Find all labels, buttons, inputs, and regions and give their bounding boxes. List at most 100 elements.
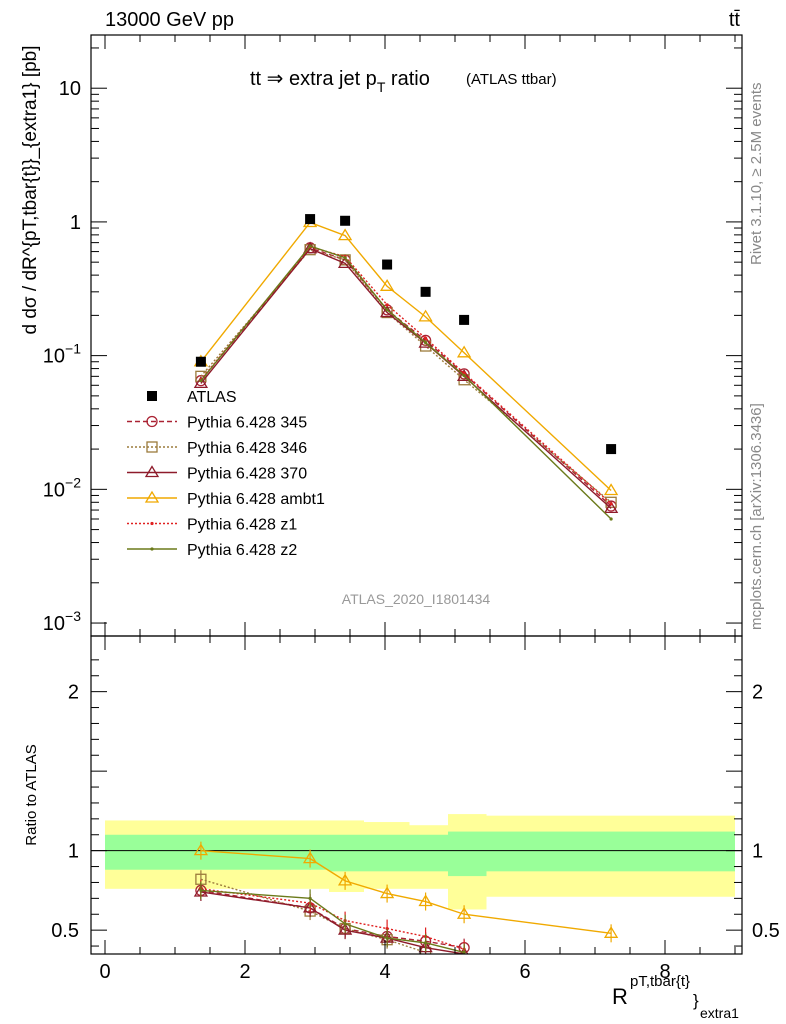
series-marker	[603, 483, 619, 496]
legend-label: ATLAS	[187, 389, 237, 406]
y-tick-label: 10−1	[43, 341, 81, 368]
ratio-marker	[456, 906, 472, 919]
ratio-uncertainty-bands	[105, 814, 735, 910]
ratio-marker	[199, 888, 203, 893]
series-marker	[193, 376, 209, 389]
ratio-marker	[193, 843, 209, 856]
y-tick-label: 10−3	[43, 608, 81, 635]
ratio-marker	[337, 922, 353, 935]
ratio-line	[200, 889, 465, 949]
ratio-pythia-6-428-370	[193, 882, 469, 954]
ratio-marker	[385, 936, 389, 940]
axes-layer: 0 2 4 6 8 10−3 10−2 10−1 1 10 0.5 0.5 1 1 2 2	[43, 35, 780, 983]
x-tick-label: 8	[659, 961, 670, 983]
series-marker	[339, 254, 351, 266]
series-marker	[308, 244, 312, 248]
band-green-segment	[105, 834, 291, 870]
legend-item: Pythia 6.428 z2	[127, 542, 297, 559]
ratio-axis-label: Ratio to ATLAS	[23, 744, 40, 845]
legend-label: Pythia 6.428 345	[187, 415, 307, 432]
atlas-data-point	[305, 214, 316, 225]
legend-marker	[144, 490, 160, 503]
legend-item: ATLAS	[147, 389, 237, 406]
ratio-series-layer	[193, 841, 619, 954]
rivet-version-label: Rivet 3.1.10, ≥ 2.5M events	[748, 83, 765, 266]
legend-label: Pythia 6.428 z1	[187, 517, 297, 534]
series-marker	[456, 345, 472, 358]
series-marker	[609, 502, 613, 506]
x-axis-label-sub: extra1	[700, 1005, 739, 1021]
series-marker	[385, 303, 389, 307]
ratio-y-tick-label: 0.5	[51, 920, 79, 942]
ratio-marker	[343, 922, 347, 926]
ratio-y-tick-label: 2	[68, 682, 79, 704]
ratio-marker	[308, 896, 312, 900]
series-marker	[603, 501, 619, 514]
atlas-data-point	[340, 215, 351, 226]
x-tick-label: 2	[239, 961, 250, 983]
main-title-suffix: ratio	[385, 68, 429, 90]
band-green-segment	[448, 831, 487, 877]
legend-item: Pythia 6.428 ambt1	[127, 490, 325, 508]
legend: ATLAS Pythia 6.428 345 Pythia 6.428 346 Pyt…	[127, 389, 325, 559]
y-tick-label: 1	[70, 212, 81, 234]
ratio-y-tick-label-right: 1	[752, 841, 763, 863]
main-title-small: (ATLAS ttbar)	[466, 71, 557, 88]
legend-label: Pythia 6.428 346	[187, 440, 307, 457]
x-tick-label: 6	[519, 961, 530, 983]
ratio-marker	[462, 950, 466, 954]
ratio-plot-frame	[90, 635, 743, 955]
y-tick-label: 10	[59, 78, 81, 100]
series-marker	[609, 517, 613, 521]
series-marker	[385, 308, 389, 312]
ratio-marker	[459, 946, 469, 954]
legend-item: Pythia 6.428 z1	[127, 517, 297, 534]
main-title-text: tt ⇒ extra jet pT ratio	[250, 68, 430, 95]
y-axis-label: d dσ / dR^{pT,tbar{t}}_{extra1} [pb]	[20, 46, 41, 335]
main-series-layer	[193, 214, 619, 521]
ratio-marker	[424, 941, 428, 945]
x-tick-label: 4	[379, 961, 390, 983]
legend-marker	[146, 415, 158, 428]
band-green-segment	[409, 834, 448, 872]
ratio-y-tick-label-right: 2	[752, 682, 763, 704]
series-marker	[605, 496, 617, 508]
atlas-data-points	[195, 214, 617, 455]
ratio-y-tick-label: 1	[68, 841, 79, 863]
ratio-marker	[418, 894, 433, 907]
legend-marker	[147, 391, 157, 401]
ratio-marker	[302, 851, 318, 864]
series-line	[200, 248, 612, 503]
ratio-pythia-6-428-z2	[199, 881, 466, 954]
x-axis-label-base: R	[612, 984, 628, 1009]
ratio-marker	[603, 926, 619, 938]
legend-marker	[144, 465, 160, 478]
analysis-watermark: ATLAS_2020_I1801434	[342, 591, 491, 607]
process-label: tt̄	[729, 9, 741, 31]
x-tick-label: 0	[99, 961, 110, 983]
atlas-data-point	[606, 444, 617, 455]
ratio-marker	[337, 873, 353, 886]
ratio-marker	[385, 926, 389, 931]
legend-item: Pythia 6.428 346	[127, 440, 307, 457]
main-title: tt ⇒ extra jet pT ratio (ATLAS ttbar)	[250, 68, 557, 95]
x-axis-label-brace: }	[693, 991, 699, 1010]
band-green-segment	[329, 834, 364, 872]
series-marker	[199, 379, 203, 383]
series-marker	[424, 336, 428, 340]
band-green-segment	[364, 834, 410, 872]
legend-marker	[150, 521, 154, 526]
series-marker	[462, 373, 466, 378]
series-marker	[418, 335, 433, 348]
series-pythia-6-428-z2	[199, 244, 613, 521]
series-marker	[424, 341, 428, 345]
atlas-data-point	[382, 259, 393, 270]
legend-item: Pythia 6.428 370	[127, 465, 307, 483]
atlas-data-point	[459, 314, 470, 325]
legend-label: Pythia 6.428 ambt1	[187, 491, 325, 508]
ratio-marker	[379, 886, 395, 899]
legend-marker	[150, 547, 154, 551]
mcplots-label: mcplots.cern.ch [arXiv:1306.3436]	[748, 403, 765, 630]
series-marker	[462, 371, 466, 375]
legend-marker	[146, 441, 158, 453]
